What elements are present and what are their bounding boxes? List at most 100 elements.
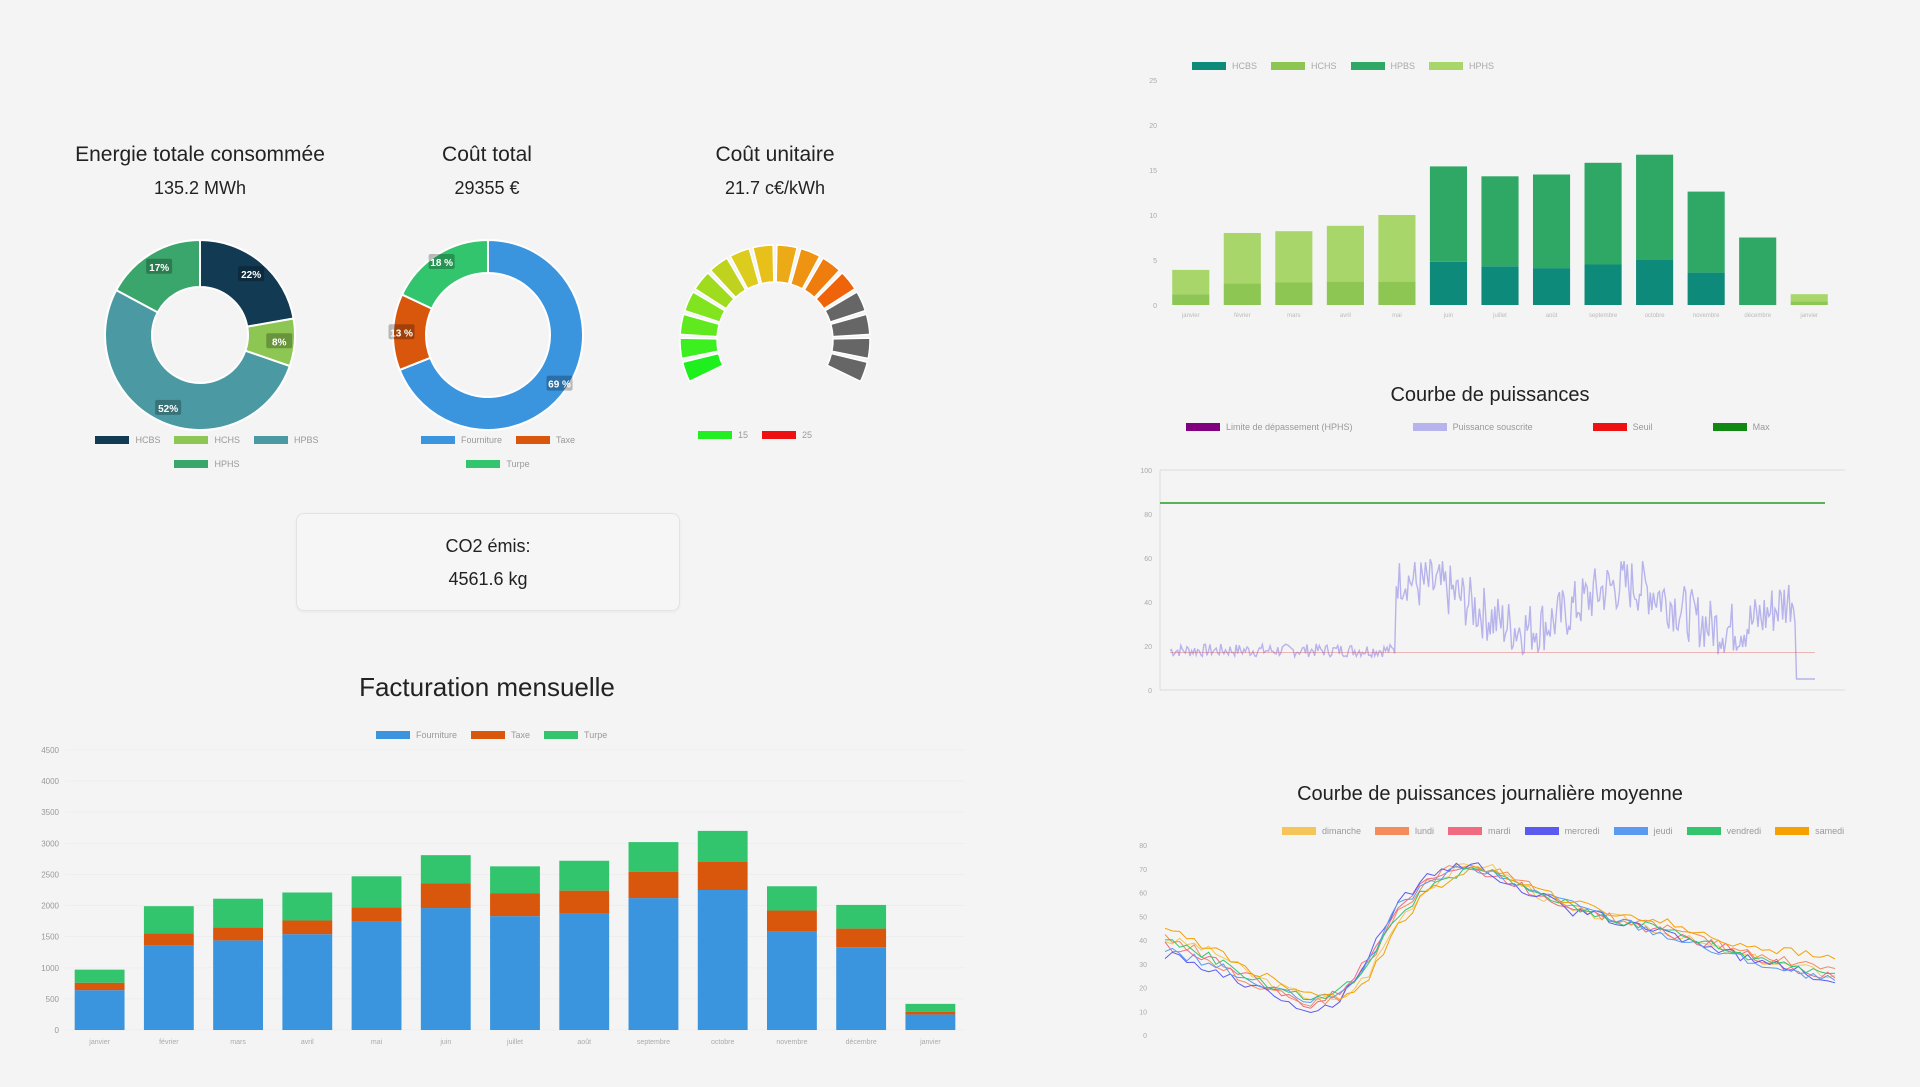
energy-monthly-bar-hphs[interactable] — [1275, 231, 1313, 283]
daily-curve-series-jeudi[interactable] — [1164, 865, 1836, 1004]
daily-curve-legend-item[interactable]: vendredi — [1686, 826, 1761, 836]
gauge-legend-item[interactable]: 15 — [698, 430, 748, 440]
billing-bar-fourniture[interactable] — [420, 908, 471, 1030]
cost-donut-legend-item[interactable]: Turpe — [466, 459, 530, 469]
energy-monthly-bar-hchs[interactable] — [1223, 283, 1261, 305]
billing-bar-turpe[interactable] — [74, 969, 125, 983]
energy-donut-legend-item[interactable]: HPBS — [254, 435, 319, 445]
billing-bar-taxe[interactable] — [282, 920, 333, 935]
billing-bar-turpe[interactable] — [213, 898, 263, 928]
billing-bar-chart[interactable]: 0 500 1000 1500 2000 2500 3000 3500 4000 4500 janv… — [20, 740, 970, 1055]
cost-donut-legend-item[interactable]: Fourniture — [420, 435, 502, 445]
energy-monthly-bar-hpbs[interactable] — [1739, 237, 1777, 306]
billing-bar-fourniture[interactable] — [767, 931, 817, 1030]
daily-curve-series-dimanche[interactable] — [1164, 863, 1836, 1001]
energy-donut-chart[interactable]: 22% 8% 52% 17% — [100, 230, 300, 440]
energy-monthly-legend-item[interactable]: HPHS — [1429, 61, 1494, 71]
energy-monthly-legend-item[interactable]: HCHS — [1271, 61, 1337, 71]
billing-bar-fourniture[interactable] — [351, 921, 402, 1030]
billing-bar-turpe[interactable] — [282, 892, 333, 921]
energy-donut-slice[interactable] — [114, 238, 201, 314]
power-curve-legend-item[interactable]: Limite de dépassement (HPHS) — [1186, 422, 1353, 432]
energy-monthly-bar-hpbs[interactable] — [1636, 154, 1674, 260]
energy-monthly-bar-hphs[interactable] — [1790, 294, 1828, 302]
billing-bar-turpe[interactable] — [559, 860, 610, 891]
power-curve-chart[interactable]: 0 20 40 60 80 100 — [1125, 460, 1860, 725]
energy-donut-legend-item[interactable]: HCHS — [174, 435, 240, 445]
billing-bar-turpe[interactable] — [420, 855, 471, 884]
billing-bar-taxe[interactable] — [836, 928, 887, 948]
billing-bar-fourniture[interactable] — [559, 913, 610, 1030]
power-curve-series[interactable] — [1169, 558, 1815, 680]
power-curve-legend-item[interactable]: Seuil — [1592, 422, 1653, 432]
billing-bar-taxe[interactable] — [905, 1011, 956, 1015]
energy-donut-slice[interactable] — [104, 288, 292, 431]
cost-donut-slice[interactable] — [400, 238, 489, 310]
cost-donut-legend-item[interactable]: Taxe — [516, 435, 575, 445]
billing-bar-fourniture[interactable] — [143, 945, 194, 1030]
billing-bar-fourniture[interactable] — [282, 934, 333, 1030]
billing-bar-fourniture[interactable] — [74, 990, 125, 1030]
billing-bar-fourniture[interactable] — [836, 947, 887, 1030]
daily-curve-chart[interactable]: 0 10 20 30 40 50 60 70 80 — [1125, 835, 1860, 1070]
daily-curve-legend-item[interactable]: dimanche — [1282, 826, 1361, 836]
daily-curve-legend-item[interactable]: jeudi — [1613, 826, 1673, 836]
daily-curve-series-mercredi[interactable] — [1164, 862, 1836, 1014]
daily-curve-legend-item[interactable]: lundi — [1375, 826, 1434, 836]
energy-donut-slice[interactable] — [199, 238, 295, 328]
billing-bar-taxe[interactable] — [697, 862, 748, 890]
energy-monthly-bar-hphs[interactable] — [1378, 215, 1416, 282]
billing-bar-taxe[interactable] — [143, 933, 194, 946]
energy-monthly-bar-hpbs[interactable] — [1481, 176, 1519, 267]
billing-bar-fourniture[interactable] — [490, 916, 540, 1030]
energy-monthly-bar-hphs[interactable] — [1223, 233, 1261, 284]
billing-legend-item[interactable]: Taxe — [471, 730, 530, 740]
daily-curve-legend-item[interactable]: mercredi — [1524, 826, 1600, 836]
billing-legend-item[interactable]: Fourniture — [376, 730, 457, 740]
billing-bar-turpe[interactable] — [143, 906, 194, 934]
billing-bar-fourniture[interactable] — [905, 1014, 956, 1030]
energy-monthly-bar-hchs[interactable] — [1326, 281, 1364, 305]
billing-bar-turpe[interactable] — [697, 830, 748, 862]
daily-curve-series-vendredi[interactable] — [1164, 867, 1836, 1001]
energy-monthly-bar-hcbs[interactable] — [1481, 266, 1519, 305]
billing-bar-taxe[interactable] — [351, 907, 402, 922]
energy-monthly-bar-hpbs[interactable] — [1532, 174, 1571, 269]
energy-monthly-bar-hcbs[interactable] — [1429, 261, 1468, 305]
billing-bar-taxe[interactable] — [420, 883, 471, 909]
energy-monthly-bar-hchs[interactable] — [1275, 282, 1313, 306]
billing-bar-taxe[interactable] — [628, 871, 679, 899]
billing-bar-fourniture[interactable] — [628, 898, 679, 1030]
energy-monthly-legend-item[interactable]: HPBS — [1350, 61, 1415, 71]
billing-bar-taxe[interactable] — [74, 982, 125, 991]
billing-bar-taxe[interactable] — [559, 890, 610, 914]
energy-monthly-bar-hphs[interactable] — [1326, 225, 1364, 282]
daily-curve-legend-item[interactable]: mardi — [1448, 826, 1511, 836]
energy-monthly-bar-hpbs[interactable] — [1687, 191, 1725, 273]
power-curve-legend-item[interactable]: Puissance souscrite — [1412, 422, 1533, 432]
energy-monthly-bar-hcbs[interactable] — [1687, 272, 1725, 305]
energy-donut-legend-item[interactable]: HCBS — [95, 435, 160, 445]
gauge-legend-item[interactable]: 25 — [762, 430, 812, 440]
energy-monthly-bar-hchs[interactable] — [1172, 294, 1210, 305]
billing-bar-fourniture[interactable] — [213, 940, 263, 1030]
energy-monthly-legend-item[interactable]: HCBS — [1192, 61, 1257, 71]
energy-monthly-bar-hpbs[interactable] — [1429, 166, 1468, 262]
billing-bar-turpe[interactable] — [351, 876, 402, 908]
billing-bar-taxe[interactable] — [213, 927, 263, 941]
billing-bar-turpe[interactable] — [836, 904, 887, 929]
energy-monthly-bar-hphs[interactable] — [1172, 269, 1210, 295]
cost-donut-slice[interactable] — [398, 238, 584, 431]
energy-monthly-bar-chart[interactable]: 0 5 10 15 20 25 janvier février mars avril mai juin… — [1125, 70, 1860, 325]
cost-donut-chart[interactable]: 69 % 13 % 18 % — [388, 230, 588, 440]
billing-bar-taxe[interactable] — [767, 910, 817, 932]
energy-monthly-bar-hpbs[interactable] — [1584, 162, 1622, 265]
energy-donut-legend-item[interactable]: HPHS — [174, 459, 240, 469]
energy-monthly-bar-hchs[interactable] — [1790, 301, 1828, 305]
billing-legend-item[interactable]: Turpe — [544, 730, 607, 740]
billing-bar-fourniture[interactable] — [697, 890, 748, 1030]
billing-bar-turpe[interactable] — [767, 886, 817, 911]
energy-monthly-bar-hcbs[interactable] — [1636, 260, 1674, 305]
power-curve-legend-item[interactable]: Max — [1712, 422, 1770, 432]
billing-bar-turpe[interactable] — [490, 866, 540, 894]
